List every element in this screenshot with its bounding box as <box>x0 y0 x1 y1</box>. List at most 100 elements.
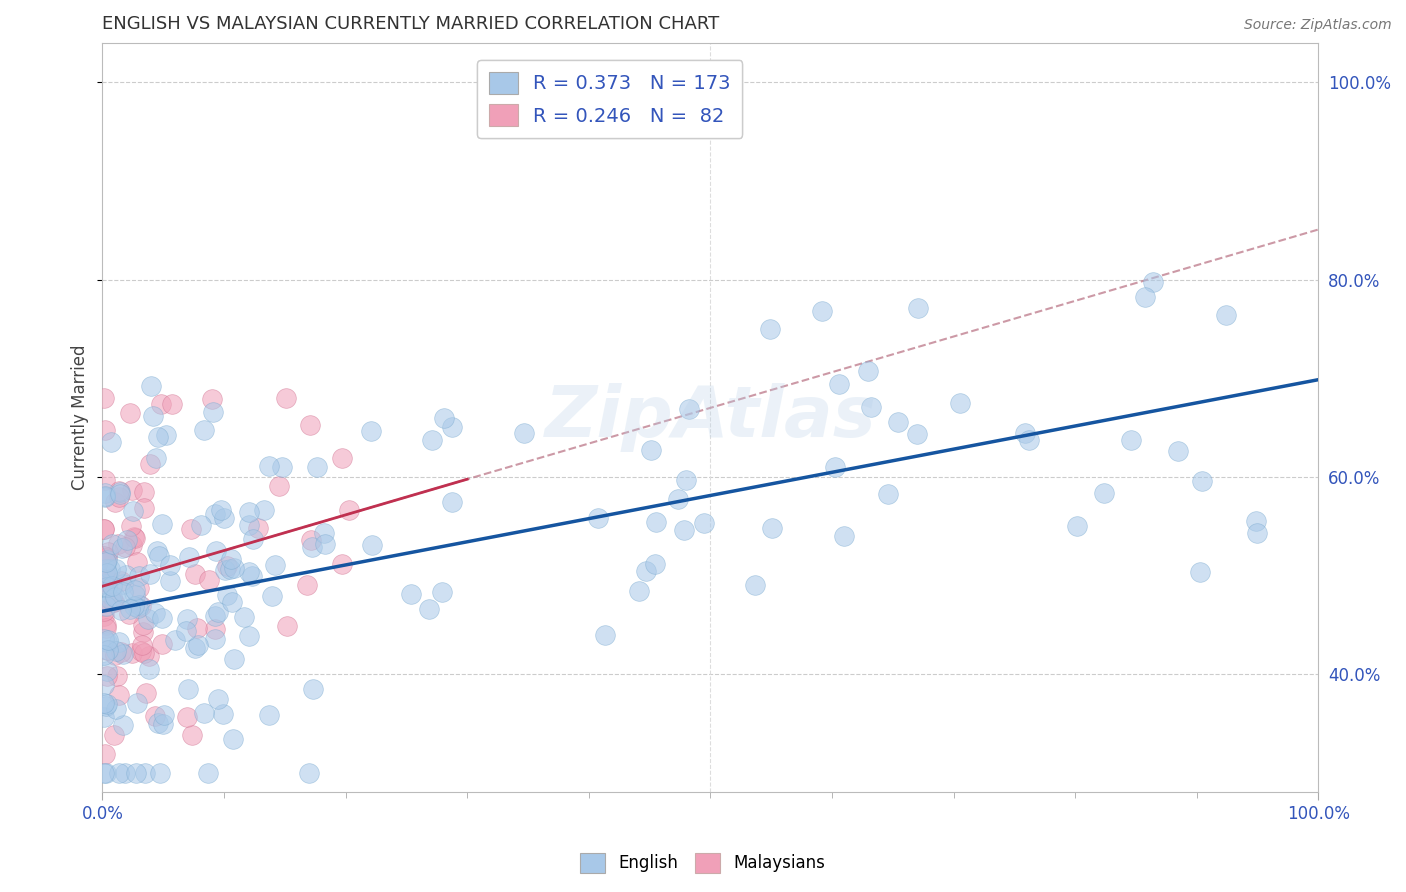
Point <box>1215 308 1237 322</box>
Point <box>111 541 134 555</box>
Point <box>104 648 127 663</box>
Point <box>177 682 200 697</box>
Point <box>127 555 149 569</box>
Point <box>100 434 122 449</box>
Point <box>128 568 150 582</box>
Point <box>432 584 454 599</box>
Point <box>132 618 155 632</box>
Point <box>1189 566 1212 580</box>
Point <box>298 765 321 780</box>
Point <box>219 552 242 566</box>
Point <box>111 718 134 732</box>
Point <box>692 516 714 530</box>
Point <box>907 301 929 315</box>
Point <box>207 692 229 706</box>
Point <box>124 583 146 598</box>
Point <box>93 710 115 724</box>
Point <box>96 550 118 565</box>
Point <box>299 417 322 432</box>
Point <box>96 622 118 636</box>
Point <box>108 487 131 501</box>
Point <box>112 584 135 599</box>
Point <box>94 423 117 437</box>
Point <box>139 379 162 393</box>
Point <box>150 637 173 651</box>
Point <box>152 707 174 722</box>
Point <box>1014 426 1036 441</box>
Point <box>115 568 138 582</box>
Point <box>93 486 115 500</box>
Point <box>201 392 224 407</box>
Point <box>222 652 245 666</box>
Point <box>238 505 260 519</box>
Point <box>418 602 440 616</box>
Point <box>93 696 115 710</box>
Point <box>433 411 456 425</box>
Point <box>96 697 118 711</box>
Legend: R = 0.373   N = 173, R = 0.246   N =  82: R = 0.373 N = 173, R = 0.246 N = 82 <box>477 60 742 138</box>
Point <box>312 526 335 541</box>
Point <box>360 424 382 438</box>
Point <box>100 562 122 576</box>
Point <box>257 707 280 722</box>
Point <box>420 434 443 448</box>
Point <box>163 633 186 648</box>
Point <box>184 567 207 582</box>
Point <box>96 599 118 613</box>
Point <box>215 558 238 573</box>
Point <box>260 590 283 604</box>
Point <box>401 587 423 601</box>
Point <box>93 522 115 536</box>
Point <box>828 377 851 392</box>
Legend: English, Malaysians: English, Malaysians <box>574 847 832 880</box>
Point <box>93 604 115 618</box>
Point <box>159 558 181 572</box>
Point <box>145 450 167 465</box>
Point <box>146 716 169 731</box>
Point <box>108 635 131 649</box>
Point <box>108 765 131 780</box>
Point <box>122 530 145 544</box>
Point <box>96 635 118 649</box>
Point <box>204 622 226 636</box>
Point <box>108 484 131 499</box>
Point <box>97 642 120 657</box>
Point <box>128 581 150 595</box>
Point <box>108 688 131 702</box>
Point <box>176 710 198 724</box>
Point <box>176 612 198 626</box>
Point <box>222 561 245 575</box>
Point <box>120 519 142 533</box>
Point <box>124 589 146 603</box>
Point <box>121 646 143 660</box>
Point <box>512 425 534 440</box>
Point <box>264 558 287 573</box>
Point <box>96 553 118 567</box>
Point <box>132 485 155 500</box>
Point <box>887 415 910 429</box>
Text: ENGLISH VS MALAYSIAN CURRENTLY MARRIED CORRELATION CHART: ENGLISH VS MALAYSIAN CURRENTLY MARRIED C… <box>103 15 720 33</box>
Point <box>155 428 177 442</box>
Point <box>949 396 972 410</box>
Point <box>305 460 328 475</box>
Point <box>94 552 117 566</box>
Point <box>93 474 115 488</box>
Point <box>93 575 115 590</box>
Point <box>257 458 280 473</box>
Point <box>184 641 207 656</box>
Point <box>252 503 274 517</box>
Point <box>105 702 128 716</box>
Point <box>93 565 115 579</box>
Point <box>97 633 120 648</box>
Point <box>678 402 700 417</box>
Point <box>121 483 143 497</box>
Point <box>193 706 215 721</box>
Point <box>150 517 173 532</box>
Point <box>96 566 118 581</box>
Point <box>1142 275 1164 289</box>
Point <box>859 401 882 415</box>
Point <box>314 537 336 551</box>
Point <box>127 697 149 711</box>
Point <box>672 523 695 537</box>
Point <box>107 483 129 498</box>
